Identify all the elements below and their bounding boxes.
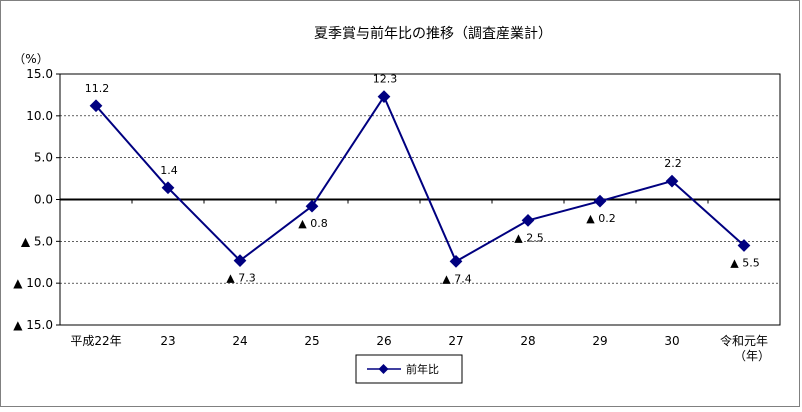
x-tick-label: 令和元年 xyxy=(720,333,768,348)
data-point xyxy=(305,199,319,213)
data-point xyxy=(161,181,175,195)
data-label: ▲ 0.2 xyxy=(586,212,615,225)
x-tick-labels: 平成22年 23 24 25 26 27 28 29 30 令和元年（年） xyxy=(70,333,770,363)
y-tick-label: 10.0 xyxy=(26,109,53,123)
data-label: 11.2 xyxy=(85,82,110,95)
x-tick-label: 平成22年 xyxy=(70,334,121,348)
data-labels: 11.2 1.4 ▲ 7.3 ▲ 0.8 12.3 ▲ 7.4 ▲ 2.5 ▲ 0.2 2.2 ▲… xyxy=(85,73,760,286)
data-label: 1.4 xyxy=(160,164,178,177)
legend: 前年比 xyxy=(355,354,463,384)
y-axis-label: （%） xyxy=(13,52,48,66)
x-tick-label: 27 xyxy=(448,334,463,348)
data-point xyxy=(233,254,247,267)
data-label: ▲ 5.5 xyxy=(730,257,759,270)
x-tick-label: 26 xyxy=(376,334,391,348)
x-axis-unit-label: （年） xyxy=(734,349,770,363)
data-label: ▲ 7.3 xyxy=(226,272,255,285)
x-tick-label: 25 xyxy=(304,334,319,348)
legend-marker xyxy=(378,364,389,374)
data-point xyxy=(449,255,463,268)
x-tick-label: 24 xyxy=(232,334,247,348)
y-tick-label: 0.0 xyxy=(34,193,53,207)
y-tick-label: 5.0 xyxy=(34,151,53,165)
data-label: ▲ 7.4 xyxy=(442,272,471,285)
y-tick-labels: 15.0 10.0 5.0 0.0 ▲ 5.0 ▲ 10.0 ▲ 15.0 xyxy=(13,67,53,332)
data-label: ▲ 2.5 xyxy=(514,231,543,244)
data-label: ▲ 0.8 xyxy=(298,217,327,230)
y-tick-label: ▲ 10.0 xyxy=(13,276,53,290)
data-point xyxy=(377,90,391,103)
x-tick-label: 30 xyxy=(664,334,679,348)
data-label: 2.2 xyxy=(664,157,682,170)
x-tick-label: 29 xyxy=(592,334,607,348)
x-tick-label: 23 xyxy=(160,334,175,348)
legend-label: 前年比 xyxy=(406,362,439,376)
axis-ticks xyxy=(56,73,709,326)
y-tick-label: ▲ 15.0 xyxy=(13,318,53,332)
y-tick-label: 15.0 xyxy=(26,67,53,81)
y-tick-label: ▲ 5.0 xyxy=(21,234,53,248)
x-tick-label: 28 xyxy=(520,334,535,348)
chart-title: 夏季賞与前年比の推移（調査産業計） xyxy=(314,25,552,42)
series-line xyxy=(95,94,745,263)
data-label: 12.3 xyxy=(373,73,398,86)
